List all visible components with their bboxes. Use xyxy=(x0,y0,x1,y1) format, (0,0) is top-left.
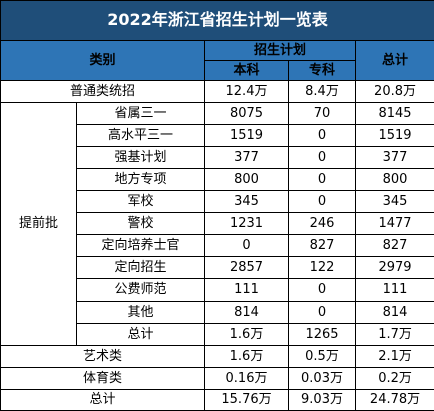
junior-cell: 827 xyxy=(288,234,356,258)
table-row: 总计 1.6万 1265 1.7万 xyxy=(1,322,434,346)
table-row: 提前批 省属三一 8075 70 8145 xyxy=(0,101,434,346)
row-label: 定向培养士官 xyxy=(76,234,205,258)
row-label: 省属三一 xyxy=(76,101,205,126)
row-label: 强基计划 xyxy=(76,146,205,170)
plan-header: 招生计划 xyxy=(204,39,356,61)
row-label: 定向招生 xyxy=(76,256,205,280)
total-cell: 377 xyxy=(354,146,434,170)
table-row: 普通类统招 12.4万 8.4万 20.8万 xyxy=(0,79,434,103)
undergrad-cell: 377 xyxy=(204,146,289,170)
junior-cell: 122 xyxy=(288,256,356,280)
junior-cell: 0.5万 xyxy=(288,344,356,368)
undergrad-cell: 1231 xyxy=(204,212,289,236)
total-cell: 827 xyxy=(354,234,434,258)
junior-cell: 0.03万 xyxy=(288,366,356,390)
table-row: 定向培养士官 0 827 827 xyxy=(1,234,434,258)
total-cell: 1.7万 xyxy=(354,322,434,346)
junior-cell: 70 xyxy=(288,101,356,126)
junior-cell: 246 xyxy=(288,212,356,236)
junior-cell: 0 xyxy=(288,278,356,302)
total-cell: 345 xyxy=(354,190,434,214)
undergrad-cell: 0 xyxy=(204,234,289,258)
total-cell: 0.2万 xyxy=(354,366,434,390)
row-label: 高水平三一 xyxy=(76,123,205,148)
row-label: 其他 xyxy=(76,300,205,324)
total-cell: 24.78万 xyxy=(354,388,434,411)
table-row: 其他 814 0 814 xyxy=(1,300,434,324)
row-label: 总计 xyxy=(0,388,205,411)
total-cell: 20.8万 xyxy=(354,79,434,103)
title-row: 2022年浙江省招生计划一览表 xyxy=(0,0,434,41)
junior-cell: 8.4万 xyxy=(288,79,356,103)
row-label: 地方专项 xyxy=(76,168,205,192)
undergrad-cell: 800 xyxy=(204,168,289,192)
total-cell: 2.1万 xyxy=(354,344,434,368)
table-row: 体育类 0.16万 0.03万 0.2万 xyxy=(0,366,434,390)
row-label: 军校 xyxy=(76,190,205,214)
junior-cell: 9.03万 xyxy=(288,388,356,411)
undergrad-header: 本科 xyxy=(204,59,289,81)
row-label: 艺术类 xyxy=(0,344,205,368)
row-label: 公费师范 xyxy=(76,278,205,302)
junior-cell: 0 xyxy=(288,190,356,214)
total-header: 总计 xyxy=(354,39,434,81)
table-row: 公费师范 111 0 111 xyxy=(1,278,434,302)
total-cell: 814 xyxy=(354,300,434,324)
junior-cell: 0 xyxy=(288,146,356,170)
table-row: 强基计划 377 0 377 xyxy=(1,146,434,170)
undergrad-cell: 1519 xyxy=(204,123,289,148)
total-cell: 800 xyxy=(354,168,434,192)
row-label: 普通类统招 xyxy=(0,79,205,103)
undergrad-cell: 1.6万 xyxy=(204,322,289,346)
total-cell: 111 xyxy=(354,278,434,302)
total-cell: 8145 xyxy=(354,101,434,126)
total-cell: 2979 xyxy=(354,256,434,280)
table-row: 定向招生 2857 122 2979 xyxy=(1,256,434,280)
row-label: 体育类 xyxy=(0,366,205,390)
undergrad-cell: 8075 xyxy=(204,101,289,126)
total-cell: 1519 xyxy=(354,123,434,148)
table-row: 艺术类 1.6万 0.5万 2.1万 xyxy=(0,344,434,368)
junior-cell: 1265 xyxy=(288,322,356,346)
header-row: 类别 招生计划 总计 xyxy=(0,39,434,81)
undergrad-cell: 2857 xyxy=(204,256,289,280)
undergrad-cell: 12.4万 xyxy=(204,79,289,103)
junior-cell: 0 xyxy=(288,123,356,148)
undergrad-cell: 345 xyxy=(204,190,289,214)
junior-cell: 0 xyxy=(288,300,356,324)
early-batch-label: 提前批 xyxy=(0,101,77,346)
undergrad-cell: 15.76万 xyxy=(204,388,289,411)
subheader-row: 本科 专科 xyxy=(1,59,434,81)
total-cell: 1477 xyxy=(354,212,434,236)
row-label: 警校 xyxy=(76,212,205,236)
category-header: 类别 xyxy=(0,39,205,81)
undergrad-cell: 1.6万 xyxy=(204,344,289,368)
undergrad-cell: 111 xyxy=(204,278,289,302)
undergrad-cell: 0.16万 xyxy=(204,366,289,390)
table-row: 地方专项 800 0 800 xyxy=(1,168,434,192)
table-row: 警校 1231 246 1477 xyxy=(1,212,434,236)
undergrad-cell: 814 xyxy=(204,300,289,324)
junior-header: 专科 xyxy=(288,59,356,81)
table-title: 2022年浙江省招生计划一览表 xyxy=(0,0,434,41)
row-label: 总计 xyxy=(76,322,205,346)
junior-cell: 0 xyxy=(288,168,356,192)
table-row: 总计 15.76万 9.03万 24.78万 xyxy=(0,388,434,411)
